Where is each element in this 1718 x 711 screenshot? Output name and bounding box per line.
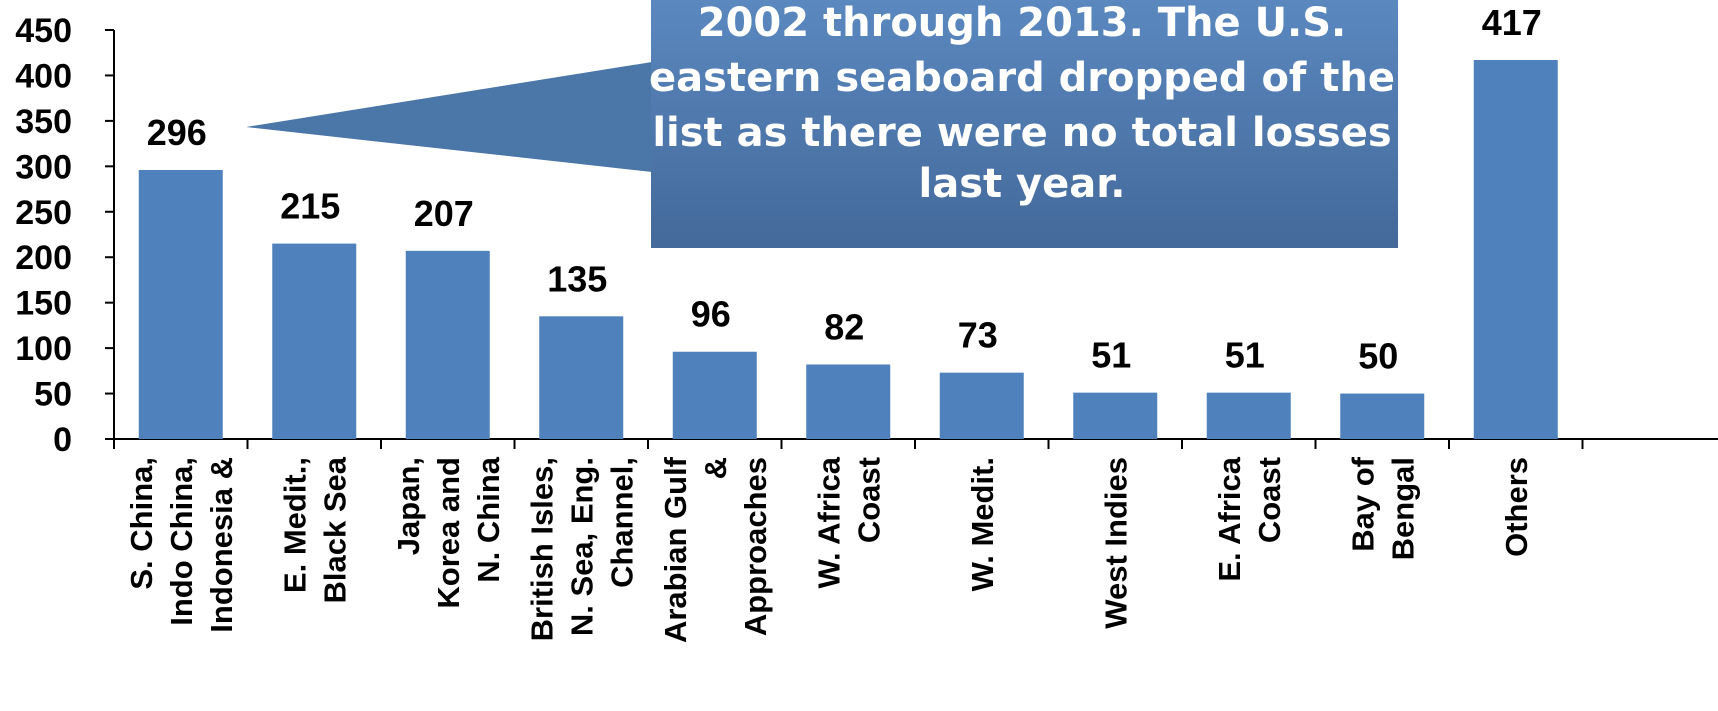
category-label: British Isles, N. Sea, Eng. Channel,: [524, 457, 639, 641]
data-label: 73: [958, 315, 998, 356]
y-tick-label: 150: [15, 285, 72, 323]
category-label-line: Japan,: [391, 457, 426, 555]
category-label-line: West Indies: [1098, 457, 1133, 629]
data-label: 296: [147, 112, 207, 153]
data-label: 51: [1225, 335, 1265, 376]
category-label-line: W. Medit.: [965, 457, 1000, 591]
data-label: 96: [691, 294, 731, 335]
category-label: Japan, Korea and N. China: [391, 456, 506, 608]
y-tick-label: 350: [15, 103, 72, 141]
category-label: E. Africa Coast: [1212, 456, 1287, 581]
callout-text-line: 2002 through 2013. The U.S.: [698, 0, 1347, 46]
data-label: 51: [1091, 335, 1131, 376]
category-label-line: Korea and: [431, 457, 466, 609]
category-label-line: Bengal: [1385, 457, 1420, 560]
category-label-line: S. China,: [124, 457, 159, 590]
bar-layer: [138, 59, 1558, 440]
bar: [1340, 393, 1425, 439]
category-label: Arabian Gulf & Approaches: [658, 456, 773, 643]
data-label: 50: [1358, 336, 1398, 377]
bar: [806, 364, 891, 439]
bar: [539, 316, 624, 439]
y-tick-label: 250: [15, 194, 72, 232]
category-label: W. Medit.: [965, 457, 1000, 591]
data-label: 207: [414, 193, 474, 234]
axis-layer: 0 50 100 150 200 250 300 350 400 450: [15, 12, 1718, 459]
data-label: 82: [824, 306, 864, 347]
bar: [672, 351, 757, 439]
category-label: West Indies: [1098, 457, 1133, 629]
callout-box: [651, 0, 1398, 248]
category-label: E. Medit., Black Sea: [277, 456, 352, 603]
data-label: 135: [547, 258, 607, 299]
bar: [405, 250, 490, 439]
callout-text-line: eastern seaboard dropped of the: [649, 55, 1395, 101]
y-tick-label: 400: [15, 57, 72, 95]
y-tick-label: 0: [53, 421, 72, 459]
category-label-line: Coast: [1252, 457, 1287, 543]
bar: [1206, 392, 1291, 439]
category-label-layer: S. China, Indo China, Indonesia & E. Medit.…: [124, 456, 1534, 643]
bar: [272, 243, 357, 439]
category-label-line: Others: [1499, 457, 1534, 557]
category-label-line: British Isles,: [524, 457, 559, 641]
category-label-line: Bay of: [1345, 456, 1380, 551]
category-label-line: E. Medit.,: [277, 457, 312, 593]
y-tick-label: 50: [34, 376, 72, 414]
category-label-line: N. Sea, Eng.: [564, 457, 599, 636]
y-tick-label: 200: [15, 239, 72, 277]
category-label-line: Indonesia &: [204, 457, 239, 633]
category-label: Others: [1499, 457, 1534, 557]
y-tick-label: 100: [15, 330, 72, 368]
category-label-line: Arabian Gulf: [658, 456, 693, 643]
category-label-line: &: [698, 457, 733, 479]
category-label-line: E. Africa: [1212, 456, 1247, 581]
category-label-line: N. China: [471, 456, 506, 582]
category-label-line: Coast: [851, 457, 886, 543]
bar: [1473, 59, 1558, 439]
bar: [939, 372, 1024, 439]
data-label: 215: [280, 186, 340, 227]
category-label: W. Africa Coast: [811, 456, 886, 588]
callout-text-line: list as there were no total losses: [652, 110, 1391, 156]
category-label-line: W. Africa: [811, 456, 846, 588]
bar: [138, 169, 223, 440]
data-label: 417: [1482, 2, 1542, 43]
category-label-line: Channel,: [604, 457, 639, 588]
category-label-line: Approaches: [738, 457, 773, 636]
bar: [1073, 392, 1158, 439]
y-tick-label: 450: [15, 12, 72, 50]
callout: 2002 through 2013. The U.S. eastern seabo…: [246, 0, 1398, 248]
y-tick-label: 300: [15, 148, 72, 186]
data-label-layer: 296 215 207 135 96 82 73 51 51 50 417: [147, 2, 1542, 377]
category-label: S. China, Indo China, Indonesia &: [124, 457, 239, 633]
callout-pointer: [246, 62, 652, 172]
callout-text-line: last year.: [919, 161, 1126, 207]
category-label-line: Black Sea: [317, 456, 352, 603]
category-label: Bay of Bengal: [1345, 456, 1420, 560]
category-label-line: Indo China,: [164, 457, 199, 626]
